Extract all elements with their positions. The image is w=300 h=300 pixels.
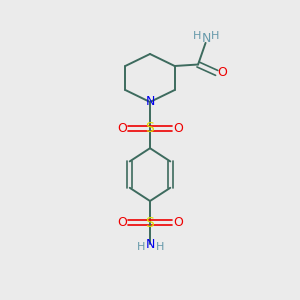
Text: S: S <box>146 216 154 230</box>
Text: O: O <box>173 216 183 229</box>
Text: O: O <box>218 66 228 80</box>
Text: H: H <box>193 31 201 41</box>
Text: H: H <box>211 31 220 41</box>
Text: H: H <box>155 242 164 252</box>
Text: N: N <box>202 32 211 45</box>
Text: H: H <box>137 242 145 252</box>
Text: O: O <box>173 122 183 135</box>
Text: S: S <box>146 122 154 135</box>
Text: O: O <box>117 216 127 229</box>
Text: O: O <box>117 122 127 135</box>
Text: N: N <box>145 95 155 109</box>
Text: N: N <box>146 238 155 251</box>
